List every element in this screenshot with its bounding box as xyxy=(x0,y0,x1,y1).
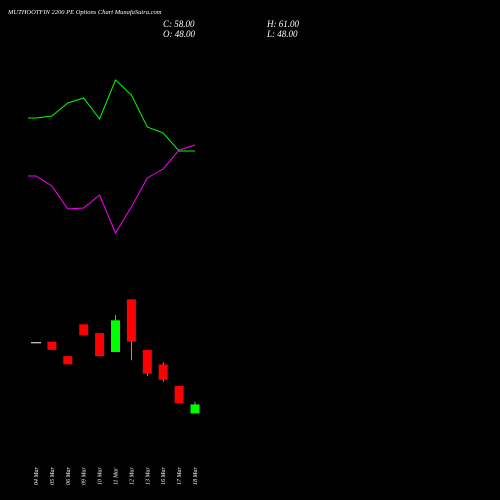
x-tick-label-7: 13 Mar xyxy=(145,467,151,485)
candle-body-6 xyxy=(126,299,136,342)
candle-body-8 xyxy=(158,364,168,380)
x-tick-label-9: 17 Mar xyxy=(177,467,183,485)
x-tick-label-8: 16 Mar xyxy=(161,467,167,485)
indicator-line-0 xyxy=(28,79,195,152)
chart-title: MUTHOOTFIN 2200 PE Options Chart MunafaS… xyxy=(8,9,162,16)
open-value: O: 48.00 xyxy=(163,29,195,39)
candle-body-7 xyxy=(142,349,152,374)
x-tick-label-6: 12 Mar xyxy=(129,467,135,485)
high-value: H: 61.00 xyxy=(267,19,299,29)
candle-body-10 xyxy=(190,404,200,414)
candle-body-9 xyxy=(174,385,184,404)
indicator-line-1 xyxy=(28,144,196,235)
x-tick-label-0: 04 Mar xyxy=(33,467,40,485)
x-tick-label-1: 05 Mar xyxy=(50,467,56,485)
x-tick-label-5: 11 Mar xyxy=(114,467,120,485)
candle-body-5 xyxy=(111,320,120,353)
x-tick-label-3: 09 Mar xyxy=(82,467,88,485)
candle-body-1 xyxy=(47,341,57,350)
close-value: C: 58.00 xyxy=(163,19,195,29)
x-tick-label-2: 06 Mar xyxy=(66,467,72,485)
candle-body-3 xyxy=(79,324,89,336)
candle-body-2 xyxy=(63,356,73,365)
x-tick-label-4: 10 Mar xyxy=(98,467,104,485)
low-value: L: 48.00 xyxy=(267,29,298,39)
candle-body-4 xyxy=(95,333,105,357)
x-tick-label-10: 18 Mar xyxy=(193,467,199,485)
